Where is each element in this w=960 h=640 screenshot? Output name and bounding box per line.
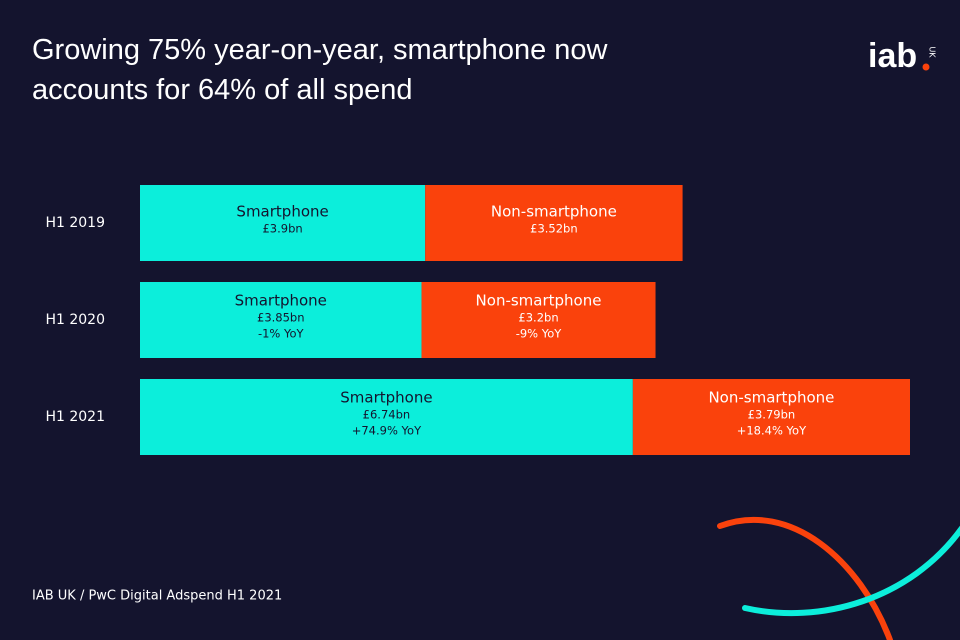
bar-segment [632, 379, 910, 455]
decor-arc [717, 517, 893, 640]
yoy-label: +18.4% YoY [737, 424, 807, 438]
segment-name: Smartphone [340, 389, 432, 407]
decor-arc [742, 525, 960, 617]
value-label: £3.85bn [257, 311, 305, 325]
bar-segment [140, 282, 422, 358]
segment-name: Smartphone [235, 292, 327, 310]
logo-region: UK [928, 46, 937, 58]
segment-name: Non-smartphone [491, 203, 617, 221]
value-label: £3.2bn [518, 311, 558, 325]
segment-name: Non-smartphone [476, 292, 602, 310]
value-label: £3.79bn [748, 408, 796, 422]
value-label: £6.74bn [363, 408, 411, 422]
category-label: H1 2021 [45, 409, 105, 425]
yoy-label: -1% YoY [258, 327, 305, 341]
yoy-label: -9% YoY [516, 327, 563, 341]
bar-segment [425, 185, 683, 261]
segment-name: Non-smartphone [708, 389, 834, 407]
source: IAB UK / PwC Digital Adspend H1 2021 [32, 589, 282, 604]
segment-name: Smartphone [236, 203, 328, 221]
logo-text: iab [868, 37, 917, 75]
value-label: £3.9bn [262, 222, 302, 236]
category-label: H1 2020 [45, 312, 105, 328]
yoy-label: +74.9% YoY [352, 424, 422, 438]
logo-dot [922, 63, 930, 71]
chart-title: Growing 75% year-on-year, smartphone now… [32, 34, 608, 106]
value-label: £3.52bn [530, 222, 578, 236]
category-label: H1 2019 [45, 215, 105, 231]
bar-segment [140, 185, 426, 261]
bar-segment [140, 379, 633, 455]
bar-segment [421, 282, 656, 358]
